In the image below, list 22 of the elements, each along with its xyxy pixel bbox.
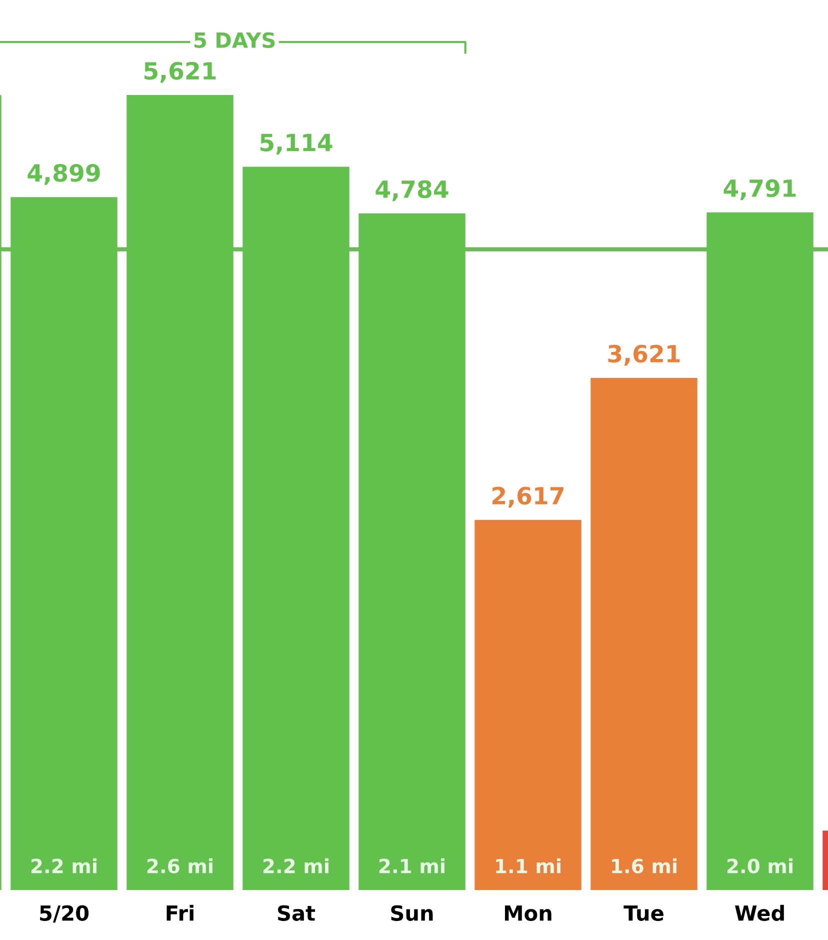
x-tick-label: Tue xyxy=(624,905,664,921)
x-tick-label: Fri xyxy=(166,904,194,921)
x-tick-label: Sun xyxy=(391,905,433,921)
data-label: 5,621 xyxy=(144,62,216,83)
annotation: 2.0 mi xyxy=(727,858,792,874)
annotation: 1.6 mi xyxy=(612,858,676,874)
annotation: 2.6 mi xyxy=(147,858,212,874)
x-tick-label: Mon xyxy=(504,905,552,921)
data-label: 3,621 xyxy=(608,344,680,366)
annotation: 2.1 mi xyxy=(379,858,444,874)
data-label: 4,784 xyxy=(376,180,448,202)
text: 5 DAYS xyxy=(194,32,275,48)
x-tick-label: Sat xyxy=(278,905,316,921)
annotation: 1.1 mi xyxy=(496,858,560,874)
data-label: 4,791 xyxy=(724,179,796,200)
x-tick-label: 5/20 xyxy=(40,905,89,923)
x-tick-label: Wed xyxy=(734,904,784,921)
data-label: 5,114 xyxy=(260,134,332,154)
annotation: 2.2 mi xyxy=(263,858,328,874)
annotation: 2.2 mi xyxy=(31,858,96,874)
data-label: 2,617 xyxy=(492,486,564,508)
data-label: 4,899 xyxy=(28,164,100,185)
